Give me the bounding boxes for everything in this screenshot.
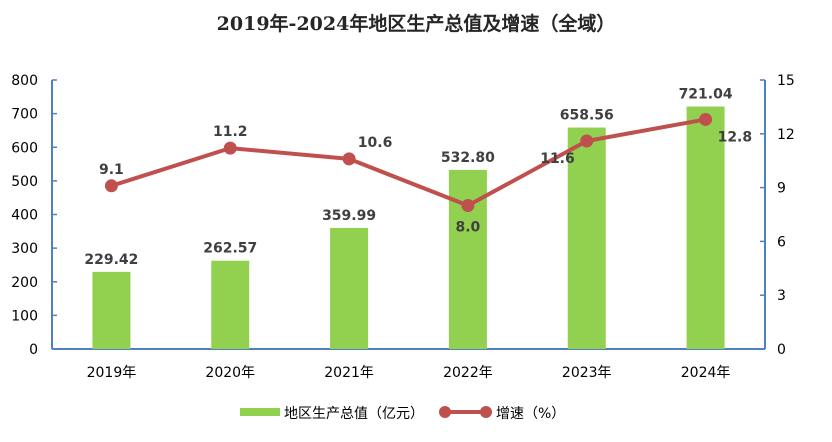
line-value-label: 9.1 (99, 162, 124, 178)
legend-swatch-gdp (240, 408, 280, 416)
line-value-label: 12.8 (718, 129, 753, 145)
left-tick-label: 800 (11, 73, 38, 89)
right-tick-label: 3 (777, 288, 786, 304)
axes: 0 100 200 300 400 500 600 700 800 0 3 6 9 12 15 2019年 20… (11, 73, 795, 381)
left-tick-label: 200 (11, 275, 38, 291)
bar (330, 227, 369, 349)
legend-swatch-growth-marker-right (480, 406, 492, 418)
legend: 地区生产总值（亿元） 增速（%） (240, 406, 565, 422)
left-tick-label: 500 (11, 174, 38, 190)
left-tick-label: 600 (11, 140, 38, 156)
line-point (223, 141, 237, 155)
bar-value-label: 721.04 (679, 87, 733, 103)
line-segment (465, 138, 589, 208)
bar (686, 106, 725, 350)
left-tick-label: 100 (11, 308, 38, 324)
line-value-label: 11.6 (540, 151, 575, 167)
right-tick-label: 9 (777, 181, 786, 197)
x-tick-label: 2019年 (87, 365, 137, 381)
bar (92, 271, 131, 349)
bar-value-label: 229.42 (84, 252, 138, 268)
left-tick-label: 0 (29, 342, 38, 358)
line-value-label: 10.6 (358, 135, 393, 151)
right-tick-label: 15 (777, 73, 795, 89)
line-point (104, 179, 118, 193)
bar-value-label: 658.56 (560, 108, 614, 124)
left-tick-label: 400 (11, 208, 38, 224)
bar-series (92, 106, 725, 350)
line-point (699, 112, 713, 126)
x-tick-label: 2021年 (324, 365, 374, 381)
bar (211, 260, 250, 349)
right-tick-label: 6 (777, 234, 786, 250)
line-segment (347, 156, 470, 208)
line-segment (109, 146, 233, 188)
line-value-label: 11.2 (213, 124, 248, 140)
left-tick-label: 700 (11, 107, 38, 123)
bar-value-label: 359.99 (322, 208, 376, 224)
x-tick-label: 2023年 (562, 365, 612, 381)
line-point (461, 199, 475, 213)
line-segment (228, 146, 352, 161)
legend-swatch-growth-marker-left (439, 406, 451, 418)
line-value-label: 8.0 (456, 220, 481, 236)
right-tick-label: 0 (777, 342, 786, 358)
line-series (104, 112, 713, 213)
right-tick-label: 12 (777, 127, 795, 143)
x-tick-label: 2024年 (681, 365, 731, 381)
line-point (580, 134, 594, 148)
data-labels: 229.42 262.57 359.99 532.80 658.56 721.04 9.1 1… (84, 87, 752, 268)
x-tick-label: 2022年 (443, 365, 493, 381)
line-point (342, 152, 356, 166)
chart-title: 2019年-2024年地区生产总值及增速（全域） (217, 12, 616, 35)
legend-label-growth: 增速（%） (496, 406, 565, 422)
bar (567, 127, 606, 349)
legend-label-gdp: 地区生产总值（亿元） (284, 406, 424, 422)
left-tick-label: 300 (11, 241, 38, 257)
bar-value-label: 532.80 (441, 150, 495, 166)
line-segment (584, 117, 708, 143)
bar-value-label: 262.57 (203, 241, 257, 257)
x-tick-label: 2020年 (205, 365, 255, 381)
